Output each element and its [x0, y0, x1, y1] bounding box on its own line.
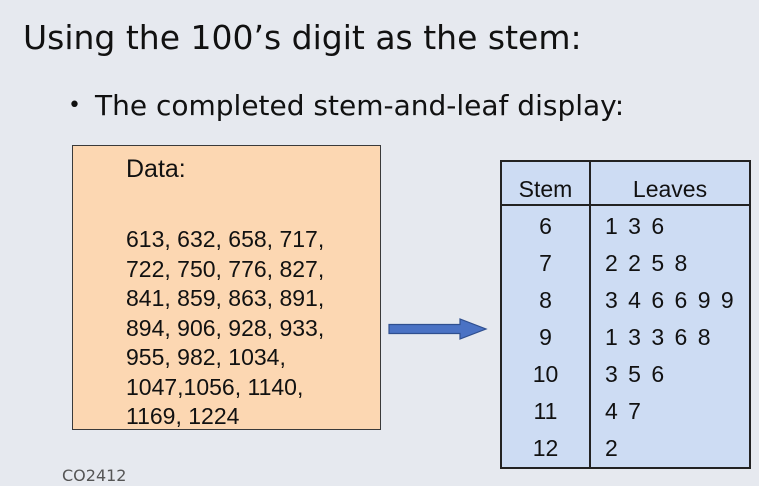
right-arrow-icon	[388, 318, 488, 340]
stem-header: Stem	[518, 176, 573, 202]
stem-cell: 10	[532, 361, 559, 387]
leaves-cell: 3 4 6 6 9 9	[605, 287, 736, 313]
data-line: 841, 859, 863, 891,	[126, 285, 325, 311]
stem-cell: 12	[532, 435, 559, 461]
data-label: Data:	[126, 155, 186, 183]
data-line: 613, 632, 658, 717,	[126, 226, 325, 252]
data-values: 613, 632, 658, 717, 722, 750, 776, 827, …	[126, 225, 324, 432]
leaves-header: Leaves	[632, 176, 708, 202]
data-line: 955, 982, 1034,	[126, 344, 286, 370]
table-row: 7 2 2 5 8	[502, 246, 749, 283]
bullet-point: • The completed stem-and-leaf display:	[68, 86, 624, 126]
data-line: 1047,1056, 1140,	[126, 373, 304, 400]
table-row: 10 3 5 6	[502, 357, 749, 394]
column-divider	[589, 162, 591, 467]
leaves-cell: 4 7	[605, 398, 643, 424]
stem-cell: 7	[539, 250, 552, 276]
leaves-cell: 2 2 5 8	[605, 250, 690, 276]
bullet-text: The completed stem-and-leaf display:	[95, 89, 625, 122]
table-row: 11 4 7	[502, 394, 749, 431]
leaves-cell: 2	[605, 435, 620, 461]
slide-title: Using the 100’s digit as the stem:	[23, 18, 582, 57]
table-row: 6 1 3 6	[502, 209, 749, 246]
stem-cell: 11	[533, 398, 558, 424]
table-row: 8 3 4 6 6 9 9	[502, 283, 749, 320]
stem-cell: 8	[539, 287, 552, 313]
leaves-cell: 3 5 6	[605, 361, 667, 387]
table-row: 12 2	[502, 431, 749, 468]
footer-code: CO2412	[62, 466, 127, 485]
stem-leaf-table: Stem Leaves 6 1 3 6 7 2 2 5 8 8 3 4 6 6 9 9…	[500, 160, 751, 469]
data-line: 1169, 1224	[126, 403, 240, 429]
data-line: 894, 906, 928, 933,	[126, 314, 325, 341]
header-divider	[502, 204, 749, 206]
data-box: Data: 613, 632, 658, 717, 722, 750, 776,…	[72, 145, 381, 430]
leaves-cell: 1 3 3 6 8	[605, 324, 713, 350]
data-line: 722, 750, 776, 827,	[126, 255, 325, 282]
bullet-icon: •	[68, 93, 81, 118]
stem-cell: 6	[539, 213, 552, 239]
stem-cell: 9	[539, 324, 552, 350]
leaves-cell: 1 3 6	[605, 213, 667, 239]
table-row: 9 1 3 3 6 8	[502, 320, 749, 357]
